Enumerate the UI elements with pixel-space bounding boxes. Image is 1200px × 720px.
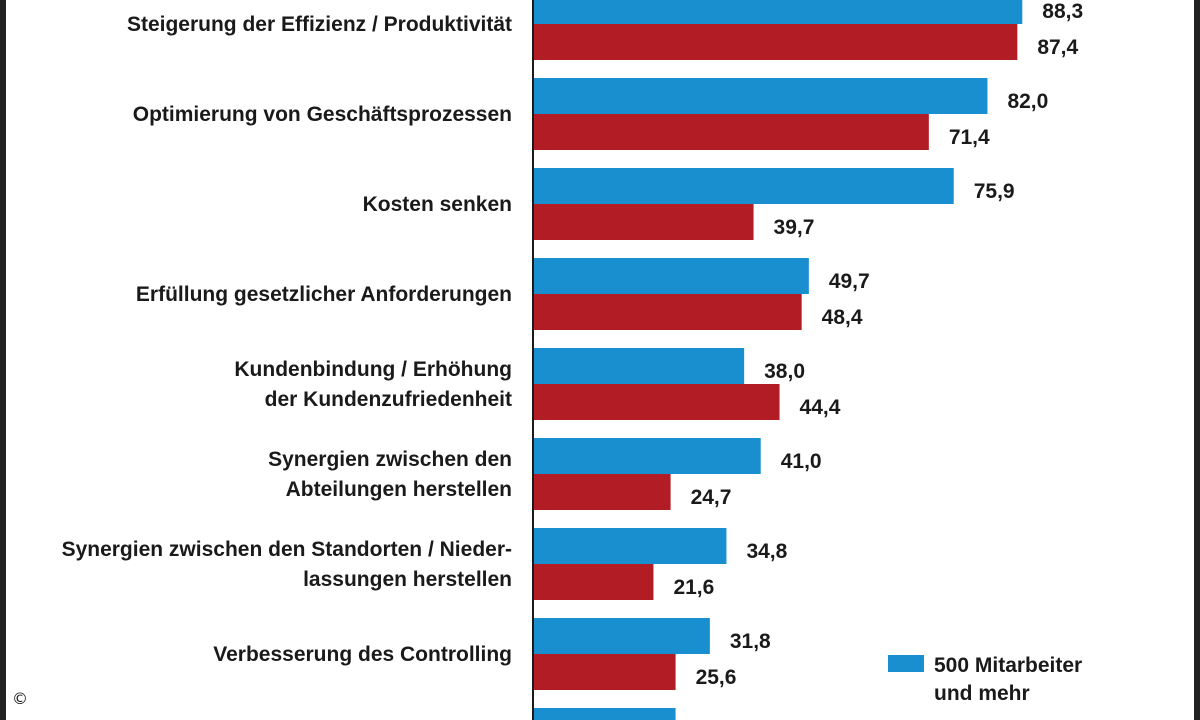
bar-red (534, 654, 676, 690)
value-label: 71,4 (949, 126, 990, 149)
value-label: 48,4 (822, 306, 863, 329)
value-label: 87,4 (1037, 36, 1078, 59)
bar-blue (534, 438, 761, 474)
bar-red (534, 204, 754, 240)
category-label: Synergien zwischen den Standorten / Nied… (62, 538, 512, 561)
category-label: Synergien zwischen den (268, 448, 512, 471)
value-label: 82,0 (1007, 90, 1048, 113)
bar-blue (534, 528, 727, 564)
value-label: 88,3 (1042, 0, 1083, 23)
category-label: Steigerung der Effizienz / Produktivität (127, 13, 512, 36)
bar-red (534, 474, 671, 510)
value-label: 34,8 (746, 540, 787, 563)
legend-label: 500 Mitarbeiter (934, 654, 1082, 677)
category-label: Erfüllung gesetzlicher Anforderungen (136, 283, 512, 306)
copyright-mark: © (12, 689, 28, 708)
category-label: Verbesserung des Controlling (213, 643, 512, 666)
bar-red (534, 24, 1018, 60)
bar-blue (534, 348, 745, 384)
bar-blue (534, 168, 954, 204)
bar-red (534, 564, 654, 600)
bar-blue (534, 78, 988, 114)
value-label: 25,6 (696, 666, 737, 689)
bar-blue (534, 258, 809, 294)
category-label: lassungen herstellen (303, 568, 512, 591)
value-label: 39,7 (774, 216, 815, 239)
legend-swatch (888, 655, 924, 672)
value-label: 21,6 (673, 576, 714, 599)
bar-blue (534, 0, 1023, 24)
category-label: Kundenbindung / Erhöhung (234, 358, 512, 381)
bar-red (534, 114, 929, 150)
value-label: 75,9 (974, 180, 1015, 203)
legend-label: und mehr (934, 682, 1030, 705)
category-label: der Kundenzufriedenheit (265, 388, 512, 411)
bar-red (534, 384, 780, 420)
bar-blue (534, 708, 676, 720)
category-label: Optimierung von Geschäftsprozessen (133, 103, 512, 126)
value-label: 31,8 (730, 630, 771, 653)
value-label: 49,7 (829, 270, 870, 293)
value-label: 38,0 (764, 360, 805, 383)
category-label: Kosten senken (363, 193, 512, 216)
value-label: 44,4 (800, 396, 841, 419)
category-label: Abteilungen herstellen (286, 478, 512, 501)
value-label: 24,7 (691, 486, 732, 509)
bar-red (534, 294, 802, 330)
bar-chart: Steigerung der Effizienz / Produktivität… (12, 0, 1083, 720)
value-label: 41,0 (781, 450, 822, 473)
bar-blue (534, 618, 710, 654)
